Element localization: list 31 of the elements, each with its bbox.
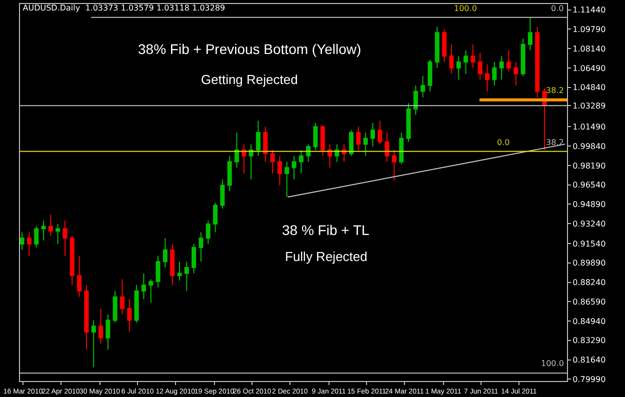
y-tick-label: 0.94890 bbox=[572, 200, 606, 209]
annotation: 0.0 bbox=[551, 4, 564, 13]
y-tick-label: 0.88240 bbox=[572, 278, 606, 288]
annotation: Fully Rejected bbox=[285, 249, 368, 264]
y-tick-label: 0.84940 bbox=[572, 316, 606, 326]
y-tick-label: 0.91540 bbox=[572, 239, 606, 248]
annotation: 38.2 bbox=[546, 138, 564, 147]
y-tick-label: 1.08140 bbox=[572, 44, 606, 54]
y-tick-label: 1.06490 bbox=[572, 64, 606, 73]
y-tick-label: 0.89890 bbox=[572, 258, 606, 268]
y-tick-label: 0.99840 bbox=[572, 142, 606, 151]
annotation: 0.0 bbox=[497, 138, 510, 147]
annotation: 100.0 bbox=[541, 359, 564, 368]
y-tick-label: 0.96540 bbox=[572, 180, 606, 190]
annotation: 38 % Fib + TL bbox=[282, 222, 370, 238]
y-tick-label: 1.03289 bbox=[572, 101, 606, 110]
y-tick-label: 1.11440 bbox=[572, 6, 606, 15]
annotation: Getting Rejected bbox=[201, 72, 298, 87]
chart-title: AUDUSD.Daily 1.03373 1.03579 1.03118 1.03289 bbox=[22, 3, 226, 12]
y-tick-label: 0.93240 bbox=[572, 219, 606, 228]
annotation: 38% Fib + Previous Bottom (Yellow) bbox=[138, 41, 362, 57]
y-tick-label: 1.04840 bbox=[572, 83, 606, 92]
y-tick-label: 1.09790 bbox=[572, 25, 606, 34]
y-tick-label: 0.79990 bbox=[572, 374, 606, 384]
y-tick-label: 0.98190 bbox=[572, 161, 606, 170]
y-tick-label: 0.86590 bbox=[572, 297, 606, 306]
annotation: 38.2 bbox=[546, 86, 564, 95]
y-tick-label: 1.01490 bbox=[572, 122, 606, 132]
y-tick-label: 0.81640 bbox=[572, 356, 606, 365]
annotation: 100.0 bbox=[454, 4, 477, 13]
y-tick-label: 0.83290 bbox=[572, 336, 606, 346]
